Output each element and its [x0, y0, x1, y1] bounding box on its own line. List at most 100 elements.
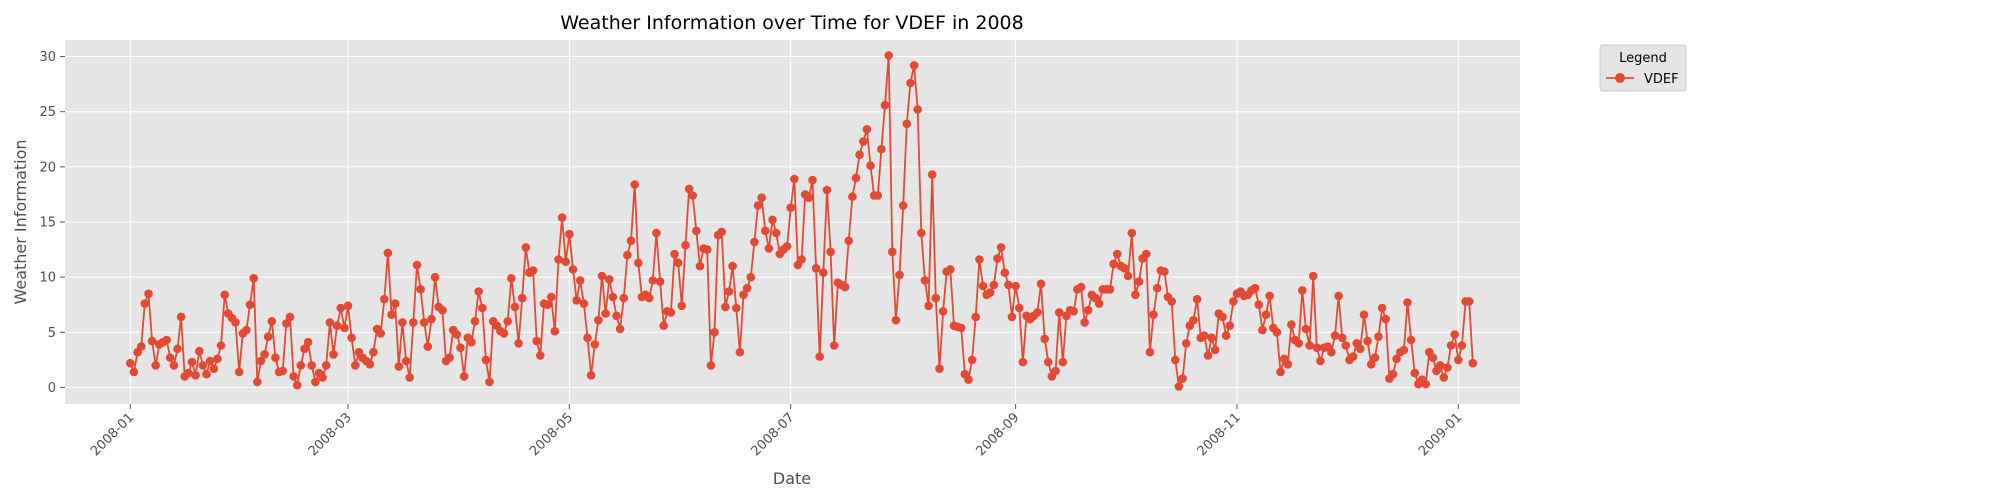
data-point — [771, 228, 781, 238]
data-point — [380, 294, 389, 304]
data-point — [401, 356, 411, 366]
data-point — [717, 227, 726, 237]
data-point — [1225, 321, 1234, 331]
data-point — [1363, 336, 1372, 346]
data-point — [234, 367, 244, 377]
data-point — [1366, 360, 1376, 369]
data-point — [924, 301, 933, 311]
data-point — [1356, 344, 1365, 354]
y-axis-title: Weather Information — [11, 139, 30, 304]
data-point — [702, 245, 712, 254]
data-point — [1112, 249, 1122, 259]
data-point — [452, 330, 462, 339]
data-point — [1298, 286, 1307, 295]
data-point — [514, 339, 523, 348]
data-point — [343, 301, 353, 311]
data-point — [1388, 369, 1398, 379]
data-point — [989, 280, 999, 290]
data-point — [797, 255, 806, 264]
data-point — [815, 352, 824, 361]
data-point — [826, 247, 835, 257]
data-point — [732, 303, 741, 313]
data-point — [1250, 283, 1260, 293]
data-point — [684, 184, 694, 194]
data-point — [409, 318, 418, 327]
data-point — [296, 361, 306, 370]
x-tick-label: 2008-01 — [88, 410, 137, 459]
data-point — [456, 343, 465, 353]
data-point — [561, 257, 570, 267]
data-point — [252, 377, 262, 387]
data-point — [1294, 339, 1303, 348]
data-point — [1421, 379, 1430, 389]
data-point — [601, 309, 610, 318]
data-point — [184, 368, 193, 378]
data-point — [761, 226, 770, 236]
data-point — [1454, 355, 1463, 365]
x-tick-label: 2008-09 — [973, 410, 1022, 459]
data-point — [1403, 298, 1412, 307]
data-point — [470, 317, 480, 326]
data-point — [1428, 353, 1438, 363]
data-point — [978, 281, 988, 291]
data-point — [692, 226, 701, 236]
data-point — [1160, 267, 1169, 276]
data-point — [187, 357, 197, 367]
data-point — [278, 366, 288, 376]
data-point — [1134, 277, 1144, 286]
data-point — [804, 193, 814, 202]
data-point — [1283, 360, 1293, 369]
data-point — [1450, 330, 1459, 339]
data-point — [848, 192, 857, 201]
data-point — [144, 289, 153, 299]
data-point — [1435, 361, 1445, 370]
data-point — [1464, 297, 1474, 306]
data-point — [267, 317, 277, 326]
data-point — [351, 361, 360, 370]
data-point — [126, 358, 135, 368]
data-point — [902, 119, 912, 129]
data-point — [532, 336, 541, 346]
data-point — [594, 315, 603, 325]
data-point — [1381, 314, 1390, 324]
data-point — [1316, 356, 1325, 366]
data-point — [666, 308, 676, 317]
data-point — [499, 329, 509, 338]
data-point — [935, 364, 944, 374]
data-point — [387, 310, 396, 320]
data-point — [271, 353, 280, 363]
data-point — [634, 258, 643, 268]
data-point — [866, 161, 875, 170]
data-point — [140, 299, 150, 308]
data-point — [648, 276, 658, 285]
data-point — [1200, 331, 1209, 340]
data-point — [819, 268, 828, 278]
data-point — [742, 283, 752, 293]
data-point — [503, 317, 512, 326]
data-point — [481, 355, 491, 365]
data-point — [1076, 282, 1086, 292]
data-point — [906, 78, 915, 88]
data-point — [790, 174, 799, 184]
data-point — [195, 346, 204, 356]
data-point — [1142, 249, 1151, 259]
data-point — [829, 341, 839, 350]
data-point — [256, 356, 266, 366]
data-point — [536, 351, 545, 360]
data-point — [405, 373, 415, 382]
data-point — [1439, 373, 1449, 382]
data-point — [430, 272, 440, 282]
data-point — [1287, 320, 1296, 329]
data-point — [1443, 363, 1452, 372]
data-point — [1131, 290, 1140, 300]
data-point — [1207, 333, 1216, 343]
data-point — [946, 265, 955, 274]
data-point — [474, 287, 483, 296]
data-point — [605, 275, 614, 284]
data-point — [383, 248, 393, 258]
data-point — [282, 319, 291, 328]
data-point — [1265, 291, 1274, 301]
data-point — [325, 318, 335, 327]
data-point — [136, 342, 146, 351]
